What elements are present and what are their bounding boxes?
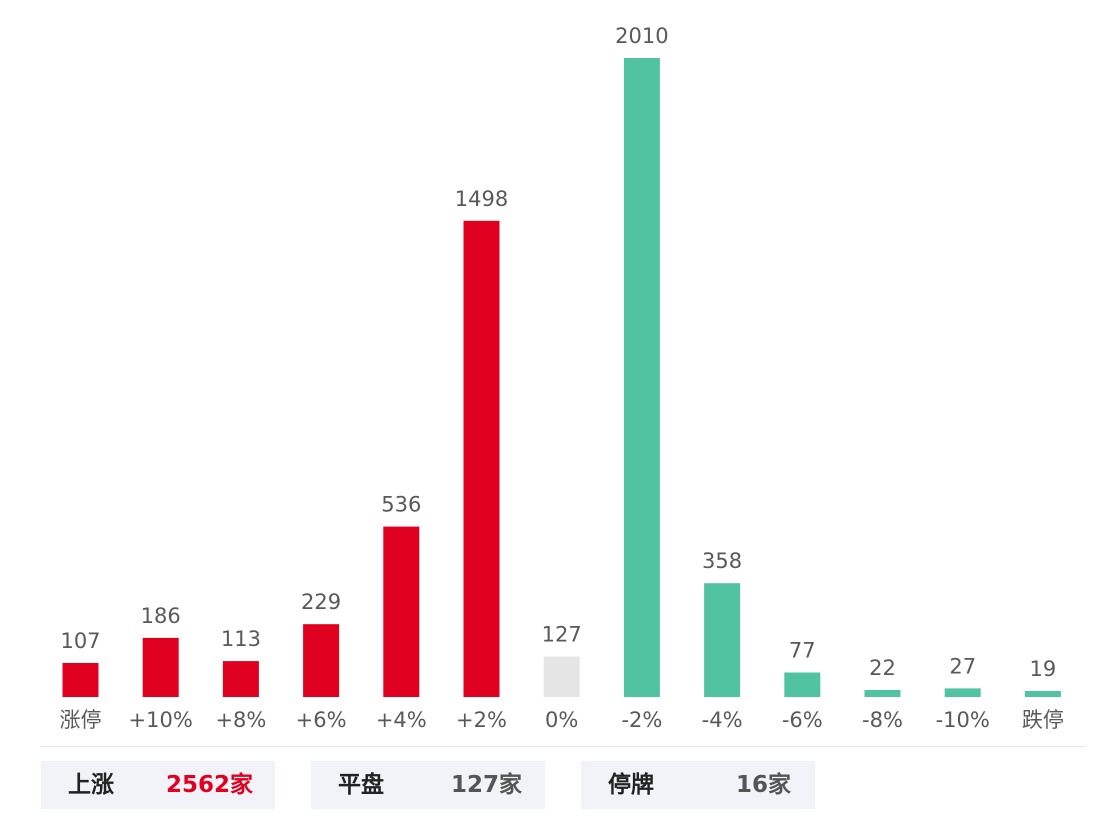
distribution-chart: 107 186 113 229 536 1498 127 2010 358 77 22 27 19 涨停…: [60, 24, 1064, 732]
bar-1: [142, 637, 179, 697]
value-label-6: 127: [542, 623, 582, 647]
x-tick-label-12: 跌停: [1022, 708, 1064, 732]
summary-suspended-label: 停牌: [608, 772, 654, 798]
x-tick-label-5: +2%: [456, 708, 507, 732]
x-tick-label-10: -8%: [862, 708, 903, 732]
bars-group: [62, 58, 1061, 698]
x-tick-label-11: -10%: [936, 708, 990, 732]
bar-10: [864, 690, 901, 697]
bar-9: [784, 672, 821, 697]
value-label-1: 186: [141, 604, 181, 628]
x-tick-label-9: -6%: [782, 708, 823, 732]
summary-flat-label: 平盘: [338, 772, 384, 798]
bar-0: [62, 663, 99, 697]
value-label-3: 229: [301, 590, 341, 614]
value-label-8: 358: [702, 549, 742, 573]
value-label-0: 107: [60, 629, 100, 653]
value-label-2: 113: [221, 627, 261, 651]
summary-rise: 上涨 2562家: [41, 761, 275, 809]
x-tick-label-1: +10%: [129, 708, 193, 732]
summary-suspended: 停牌 16家: [581, 761, 815, 809]
x-tick-label-2: +8%: [215, 708, 266, 732]
value-labels-group: 107 186 113 229 536 1498 127 2010 358 77 22 27 19: [60, 24, 1056, 681]
bar-4: [383, 526, 420, 697]
bar-2: [222, 661, 259, 697]
value-label-4: 536: [381, 493, 421, 517]
summary-suspended-value: 16家: [736, 772, 792, 798]
bar-6: [543, 656, 580, 697]
x-tick-label-8: -4%: [702, 708, 743, 732]
bar-3: [303, 624, 340, 697]
summary-flat-value: 127家: [451, 772, 523, 798]
bar-7: [623, 58, 660, 697]
value-label-10: 22: [869, 656, 896, 680]
bar-11: [944, 688, 981, 697]
bar-12: [1024, 691, 1061, 697]
x-tick-label-6: 0%: [545, 708, 578, 732]
summary-rise-value: 2562家: [166, 772, 254, 798]
x-axis-ticks-group: 涨停 +10% +8% +6% +4% +2% 0% -2% -4% -6% -8% -10% 跌停: [60, 708, 1064, 732]
value-label-11: 27: [949, 654, 976, 678]
summary-flat: 平盘 127家: [311, 761, 545, 809]
x-tick-label-3: +6%: [296, 708, 347, 732]
divider-line: [40, 746, 1085, 747]
x-tick-label-4: +4%: [376, 708, 427, 732]
value-label-7: 2010: [615, 24, 668, 48]
bar-5: [463, 220, 500, 698]
value-label-5: 1498: [455, 187, 508, 211]
x-tick-label-7: -2%: [621, 708, 662, 732]
summary-rise-label: 上涨: [68, 772, 114, 798]
value-label-9: 77: [789, 639, 816, 663]
x-tick-label-0: 涨停: [60, 708, 102, 732]
bar-8: [704, 583, 741, 697]
value-label-12: 19: [1030, 657, 1057, 681]
